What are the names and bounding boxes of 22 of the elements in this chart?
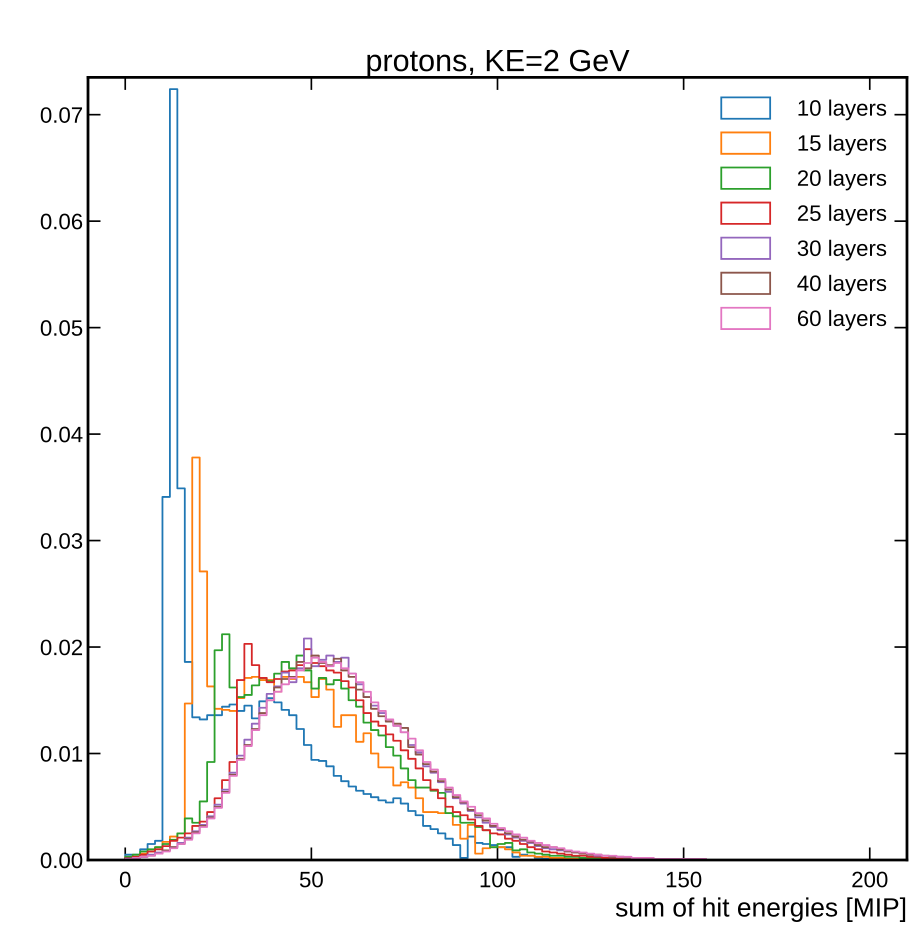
legend-label: 40 layers bbox=[797, 274, 886, 296]
legend-label: 15 layers bbox=[798, 134, 886, 156]
legend-label: 60 layers bbox=[798, 310, 886, 331]
x-tick-label: 50 bbox=[300, 872, 323, 888]
y-tick-label: 0.00 bbox=[40, 852, 82, 868]
y-tick-label: 0.03 bbox=[40, 533, 82, 549]
y-tick-label: 0.07 bbox=[40, 107, 82, 123]
y-tick-label: 0.05 bbox=[40, 320, 82, 336]
chart-title: protons, KE=2 GeV bbox=[367, 50, 630, 78]
x-tick-label: 0 bbox=[120, 872, 131, 888]
y-tick-label: 0.01 bbox=[40, 746, 82, 762]
y-tick-label: 0.06 bbox=[40, 214, 82, 230]
legend-label: 30 layers bbox=[798, 240, 886, 260]
x-tick-label: 150 bbox=[666, 872, 702, 888]
legend-label: 25 layers bbox=[798, 204, 886, 226]
y-tick-label: 0.02 bbox=[40, 640, 82, 656]
x-tick-label: 200 bbox=[852, 872, 888, 888]
x-tick-label: 100 bbox=[480, 872, 516, 888]
legend-label: 20 layers bbox=[798, 170, 886, 190]
x-axis-title: sum of hit energies [MIP] bbox=[616, 897, 906, 922]
legend-label: 10 layers bbox=[798, 100, 886, 120]
y-tick-label: 0.04 bbox=[40, 426, 82, 442]
